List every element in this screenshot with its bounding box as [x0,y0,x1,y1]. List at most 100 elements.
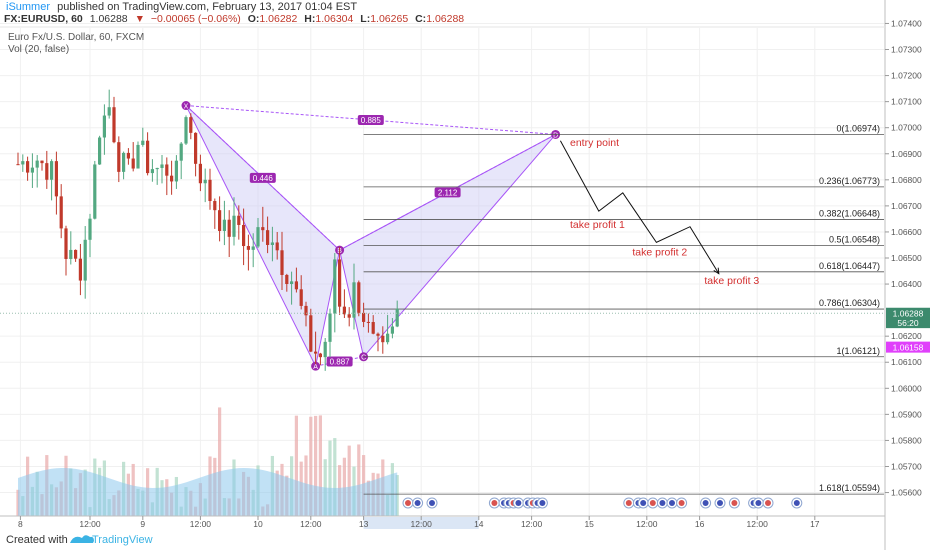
candle [146,132,150,176]
ohlc-high-value: 1.06304 [315,13,353,25]
candle-body [232,215,236,237]
ratio-label: 2.112 [438,189,458,198]
candle [333,253,337,333]
projection-line[interactable] [559,140,720,274]
candle [342,289,346,318]
candle [357,280,361,317]
event-flag [539,499,546,506]
economic-event-icon[interactable] [623,497,635,509]
ratio-badge [326,356,353,367]
candle-body [275,242,279,251]
pattern-point[interactable]: A [311,361,321,371]
author-name[interactable]: iSummer [6,1,50,13]
candle-body [386,333,390,343]
y-tick-label: 1.06500 [891,253,922,263]
candle-body [256,227,260,247]
series-legend[interactable]: Euro Fx/U.S. Dollar, 60, FXCM [8,32,144,43]
candle-body [64,228,68,259]
candle [275,231,279,260]
economic-event-icon[interactable] [762,497,774,509]
price-tag-label: 1.06158 [893,342,924,352]
event-icons[interactable] [402,497,803,509]
candle [381,326,385,354]
candle-body [246,246,250,250]
candle-body [222,219,226,231]
candle [318,352,322,366]
legend: Euro Fx/U.S. Dollar, 60, FXCM Vol (20, f… [8,32,144,55]
candle [328,308,332,358]
candle-body [213,201,217,211]
economic-event-icon[interactable] [714,497,726,509]
x-tick-label: 14 [474,519,484,529]
event-flag [669,499,675,506]
economic-event-icon[interactable] [728,497,740,509]
price-tag-label: 56:20 [897,318,919,328]
fib-label: 0.5(1.06548) [829,234,880,244]
fib-label: 0.382(1.06648) [819,208,880,218]
candle [266,216,270,254]
x-tick-label: 15 [584,519,594,529]
event-flag [429,499,435,506]
candle-body [328,313,332,342]
date-highlight-band [363,517,479,529]
volume-legend[interactable]: Vol (20, false) [8,44,69,55]
economic-event-icon[interactable] [426,497,438,509]
candle [170,160,174,195]
candle [155,167,159,185]
fib-levels[interactable]: 0(1.06974) 0.236(1.06773) 0.382(1.06648) 0.… [363,123,884,495]
candle-body [342,306,346,315]
candle-body [304,305,308,316]
volume-bars [16,407,399,516]
candle [189,113,193,140]
economic-event-icon[interactable] [700,497,712,509]
candles [16,89,399,371]
y-tick-label: 1.06800 [891,175,922,185]
candle-body [107,107,111,116]
candle-body [83,239,87,281]
candle [280,231,284,291]
pattern-point-marker[interactable] [181,101,191,111]
economic-event-icon[interactable] [402,497,414,509]
candle [347,307,351,327]
candle [179,141,183,180]
economic-event-icon[interactable] [791,497,803,509]
candle-body [280,250,284,275]
volume-ma-area [18,468,398,516]
event-flag [793,499,800,506]
economic-event-icon[interactable] [647,497,659,509]
down-arrow-icon: ▼ [135,13,145,25]
economic-event-icon[interactable] [637,497,649,509]
economic-event-icon[interactable] [752,497,764,509]
candle [30,153,34,188]
candle-body [26,161,30,173]
x-tick-label: 12:00 [636,519,658,529]
economic-event-icon[interactable] [656,497,668,509]
candle [107,89,111,119]
pattern-point-marker[interactable] [311,361,321,371]
event-flag [731,499,738,506]
ohlc-low-label: L: [360,13,370,25]
fib-label: 1(1.06121) [836,346,880,356]
candle-body [376,333,380,336]
y-axis[interactable]: 1.07400 1.07300 1.07200 1.07100 1.07000 1.069… [885,18,922,498]
candle-body [179,143,183,161]
economic-event-icon[interactable] [536,497,548,509]
candle [98,135,102,165]
economic-event-icon[interactable] [676,497,688,509]
economic-event-icon[interactable] [412,497,424,509]
pattern-point[interactable]: X [181,101,191,111]
economic-event-icon[interactable] [666,497,678,509]
economic-event-icon[interactable] [488,497,500,509]
projection-path[interactable]: entry point take profit 1 take profit 2 tak… [559,137,759,287]
x-axis[interactable]: 8 12:00 9 12:00 10 12:00 13 12:00 14 12:00 15 12:00… [18,516,820,529]
event-flag [515,499,522,506]
y-tick-label: 1.06900 [891,149,922,159]
candle-body [266,230,270,245]
x-tick-label: 17 [810,519,820,529]
volume-bar [218,407,222,516]
footer-brand[interactable]: TradingView [92,534,153,546]
economic-event-icon[interactable] [512,497,524,509]
candle [40,160,44,171]
